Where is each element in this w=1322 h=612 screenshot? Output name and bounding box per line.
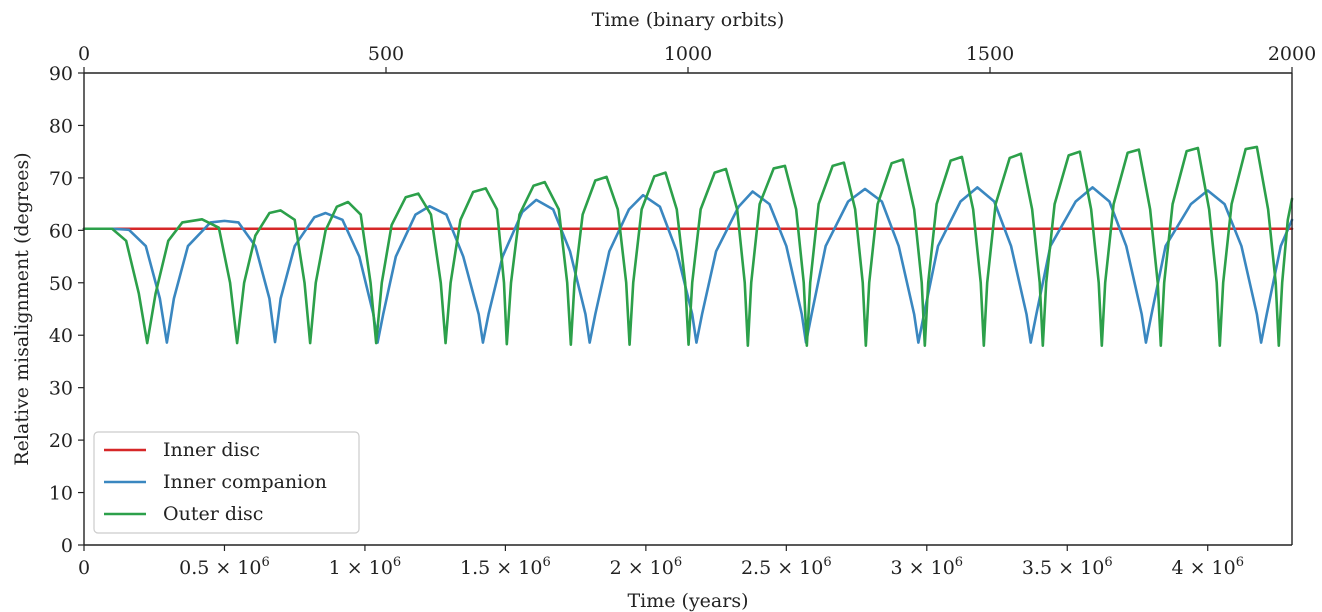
y-tick-label: 70 [49, 168, 73, 190]
axes-layer: 0 0.5 × 106 1 × 106 1.5 × 106 2 × 106 2.5 × 1… [11, 9, 1316, 612]
x-tick-label: 2.5 × 106 [741, 555, 832, 579]
y-tick-label: 60 [49, 220, 73, 242]
x2-tick-label: 2000 [1268, 43, 1316, 65]
x2-tick-label: 1500 [966, 43, 1014, 65]
legend-label: Inner disc [163, 439, 260, 461]
x-tick-label: 4 × 106 [1171, 555, 1244, 579]
series-layer [82, 145, 1294, 348]
y-tick-label: 0 [61, 535, 73, 557]
y-axis-title: Relative misalignment (degrees) [11, 152, 33, 465]
y-tick-label: 20 [49, 430, 73, 452]
series-line-inner-companion [82, 186, 1294, 344]
x2-tick-label: 0 [78, 43, 90, 65]
legend-label: Inner companion [163, 471, 327, 493]
y-tick-label: 80 [49, 115, 73, 137]
x-tick-label: 3 × 106 [891, 555, 964, 579]
x2-axis-title: Time (binary orbits) [592, 9, 785, 31]
x-tick-label: 0 [78, 557, 90, 579]
y-tick-label: 50 [49, 273, 73, 295]
x-axis-title: Time (years) [627, 590, 748, 612]
x-tick-label: 3.5 × 106 [1022, 555, 1113, 579]
x-tick-label: 2 × 106 [610, 555, 683, 579]
y-tick-label: 10 [49, 483, 73, 505]
x-tick-label: 1 × 106 [329, 555, 402, 579]
y-tick-label: 90 [49, 63, 73, 85]
x-tick-label: 0.5 × 106 [179, 555, 270, 579]
series-line-outer-disc [82, 145, 1294, 348]
y-tick-label: 30 [49, 378, 73, 400]
x2-tick-label: 500 [368, 43, 404, 65]
legend-box [93, 431, 360, 534]
x2-tick-label: 1000 [664, 43, 712, 65]
legend-label: Outer disc [163, 503, 263, 525]
x-tick-label: 1.5 × 106 [460, 555, 551, 579]
legend: Inner disc Inner companion Outer disc [93, 431, 360, 534]
y-tick-label: 40 [49, 325, 73, 347]
